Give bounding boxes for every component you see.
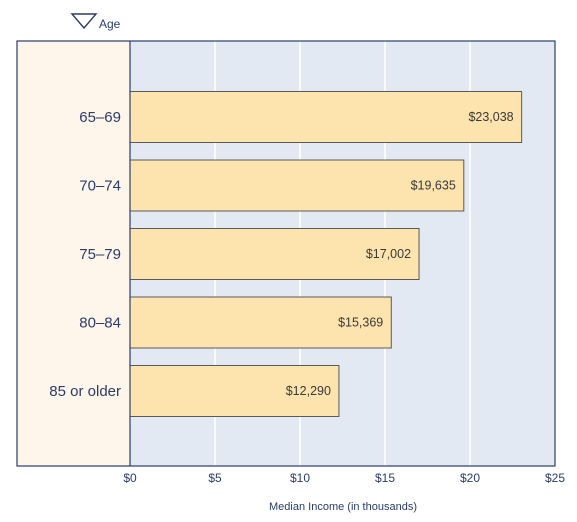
category-label: 75–79 [79, 246, 121, 263]
bar-value-label: $15,369 [338, 316, 383, 330]
category-label: 80–84 [79, 315, 121, 332]
bar [129, 296, 392, 349]
x-tick-label: $5 [208, 471, 222, 485]
bar [129, 91, 523, 143]
chart-frame [16, 40, 556, 467]
category-label: 70–74 [79, 178, 121, 195]
value-labels: $23,038 $19,635 $17,002 $15,369 $12,290 [286, 110, 514, 398]
legend: Age [70, 13, 121, 31]
legend-triangle-icon [70, 13, 98, 30]
category-label-panel [17, 41, 130, 466]
bar-value-label: $17,002 [366, 247, 411, 261]
x-tick-label: $10 [290, 471, 310, 485]
x-axis-title: Median Income (in thousands) [269, 501, 417, 513]
x-tick-label: $0 [123, 471, 137, 485]
bars [129, 91, 523, 417]
bar-value-label: $23,038 [468, 110, 513, 124]
category-label: 85 or older [49, 383, 121, 400]
category-label: 65–69 [79, 109, 121, 126]
bar-value-label: $19,635 [411, 179, 456, 193]
bar-value-label: $12,290 [286, 384, 331, 398]
category-labels: 65–69 70–74 75–79 80–84 85 or older [49, 109, 121, 400]
x-tick-labels: $0 $5 $10 $15 $20 $25 [123, 471, 565, 485]
x-tick-label: $15 [375, 471, 395, 485]
legend-label: Age [99, 17, 121, 31]
x-tick-label: $20 [460, 471, 480, 485]
x-tick-label: $25 [545, 471, 565, 485]
